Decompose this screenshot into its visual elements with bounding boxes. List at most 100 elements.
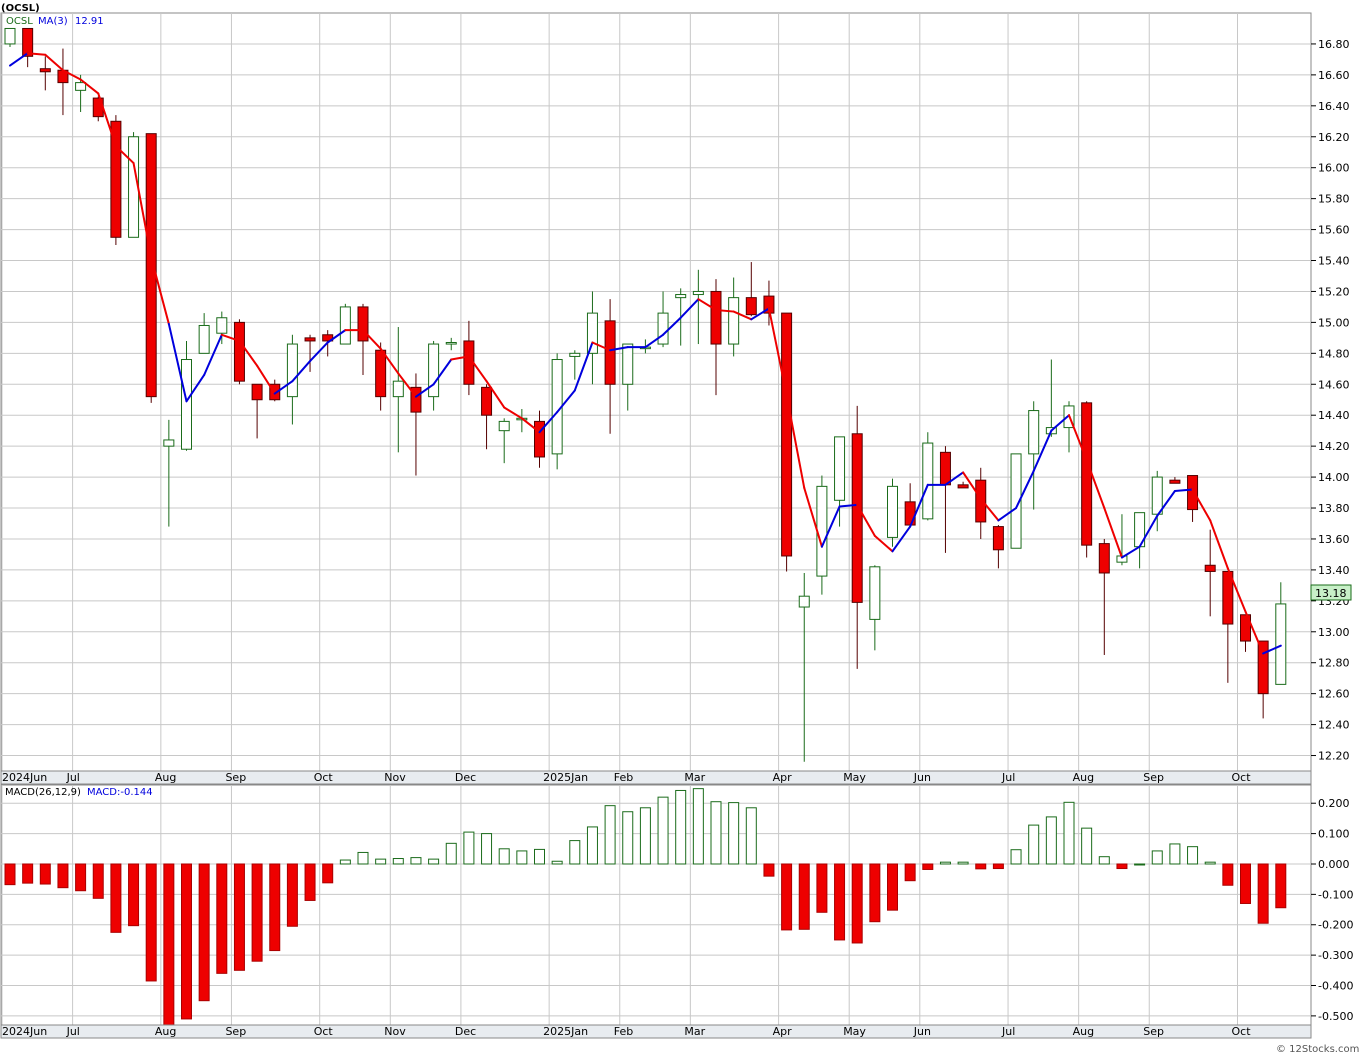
x-tick-label: Aug (1073, 1025, 1094, 1038)
ma-segment (591, 341, 612, 352)
ma-segment (1032, 429, 1053, 472)
macd-bar-negative (57, 863, 69, 889)
macd-bar-negative (128, 863, 140, 927)
macd-tick-label: -0.300 (1318, 949, 1353, 962)
candle-up (816, 485, 828, 577)
macd-bar-negative (869, 863, 881, 923)
macd-bar-positive (569, 840, 581, 865)
macd-tick-label: -0.200 (1318, 919, 1353, 932)
macd-bar-positive (1081, 827, 1093, 865)
macd-bar-positive (392, 858, 404, 865)
macd-bar-negative (286, 863, 298, 927)
price-tick-label: 16.00 (1318, 162, 1350, 175)
price-tick-label: 12.20 (1318, 750, 1350, 763)
x-tick-label: Sep (1143, 771, 1164, 784)
candle-down (39, 68, 51, 73)
macd-bar-negative (145, 863, 157, 982)
macd-bar-positive (375, 858, 387, 865)
ma-segment (61, 69, 82, 81)
macd-bar-positive (1151, 850, 1163, 865)
price-tick-label: 15.00 (1318, 316, 1350, 329)
ma-segment (114, 145, 135, 165)
ma-segment (238, 339, 259, 367)
price-tick-label: 15.40 (1318, 255, 1350, 268)
ma-segment (1120, 545, 1141, 559)
macd-bar-positive (339, 859, 351, 865)
ma-segment (273, 380, 294, 395)
candle-up (622, 343, 634, 385)
macd-bar-positive (692, 788, 704, 865)
price-grid (1, 13, 1311, 771)
macd-bar-positive (481, 833, 493, 865)
ma-segment (697, 298, 717, 312)
x-tick-label: Mar (684, 771, 705, 784)
x-tick-label: Sep (1143, 1025, 1164, 1038)
macd-bar-negative (75, 863, 87, 892)
ma-segment (1103, 507, 1123, 559)
macd-bar-negative (269, 863, 281, 952)
macd-bar-negative (304, 863, 316, 901)
candle-down (22, 27, 34, 57)
macd-bar-positive (551, 860, 563, 865)
candle-down (233, 321, 245, 382)
candle-up (922, 442, 934, 520)
ma-segment (203, 333, 223, 376)
price-tick-label: 16.60 (1318, 69, 1350, 82)
macd-tick-label: 0.100 (1318, 828, 1350, 841)
candle-down (1257, 640, 1269, 695)
footer-credit: © 12Stocks.com (1276, 1044, 1359, 1055)
candle-down (1098, 543, 1110, 574)
macd-bar-positive (498, 848, 510, 865)
x-tick-label: Oct (314, 1025, 334, 1038)
x-tick-label: Jul (1001, 771, 1015, 784)
candle-down (357, 306, 369, 342)
candle-down (957, 484, 969, 489)
macd-bar-negative (975, 863, 987, 870)
price-tick-label: 14.40 (1318, 409, 1350, 422)
ma-segment (79, 78, 100, 95)
ma-segment (450, 355, 470, 361)
macd-bar-negative (816, 863, 828, 913)
ma-segment (715, 309, 735, 313)
ma-segment (785, 394, 806, 489)
ma-segment (556, 389, 576, 414)
x-tick-label: Dec (455, 771, 476, 784)
candle-up (1028, 410, 1040, 455)
ma-segment (662, 316, 682, 336)
macd-bar-positive (745, 807, 757, 865)
macd-panel (0, 784, 1312, 1026)
x-tick-label: Jul (66, 1025, 80, 1038)
macd-label: MACD(26,12,9) (5, 787, 81, 798)
macd-tick-label: -0.400 (1318, 980, 1353, 993)
x-tick-label: Jul (1001, 1025, 1015, 1038)
candle-up (339, 306, 351, 345)
x-tick-label: 2025Jan (543, 1025, 588, 1038)
x-tick-label: Dec (455, 1025, 476, 1038)
ma-segment (767, 307, 788, 397)
ma-segment (944, 471, 965, 486)
macd-bar-negative (763, 863, 775, 877)
ma-segment (362, 329, 382, 350)
x-tick-label: Sep (225, 1025, 246, 1038)
x-tick-label: 2025Jan (543, 771, 588, 784)
price-tick-label: 16.40 (1318, 100, 1350, 113)
macd-bar-positive (586, 826, 598, 865)
x-tick-label: Oct (1232, 771, 1252, 784)
ma-segment (873, 534, 894, 553)
macd-tick-label: 0.000 (1318, 858, 1350, 871)
macd-bar-positive (1204, 861, 1216, 865)
ma-segment (97, 92, 117, 148)
candle-up (428, 343, 440, 398)
candle-up (798, 595, 810, 608)
last-price-tag (1310, 584, 1352, 601)
candle-up (445, 341, 457, 345)
ma-segment (1262, 644, 1282, 655)
price-tick-label: 14.00 (1318, 471, 1350, 484)
candle-up (692, 290, 704, 296)
candle-up (675, 294, 687, 299)
ma-segment (485, 380, 506, 409)
price-tick-label: 15.60 (1318, 224, 1350, 237)
macd-bar-negative (992, 863, 1004, 870)
ma-segment (291, 360, 312, 383)
ma-segment (856, 503, 876, 537)
